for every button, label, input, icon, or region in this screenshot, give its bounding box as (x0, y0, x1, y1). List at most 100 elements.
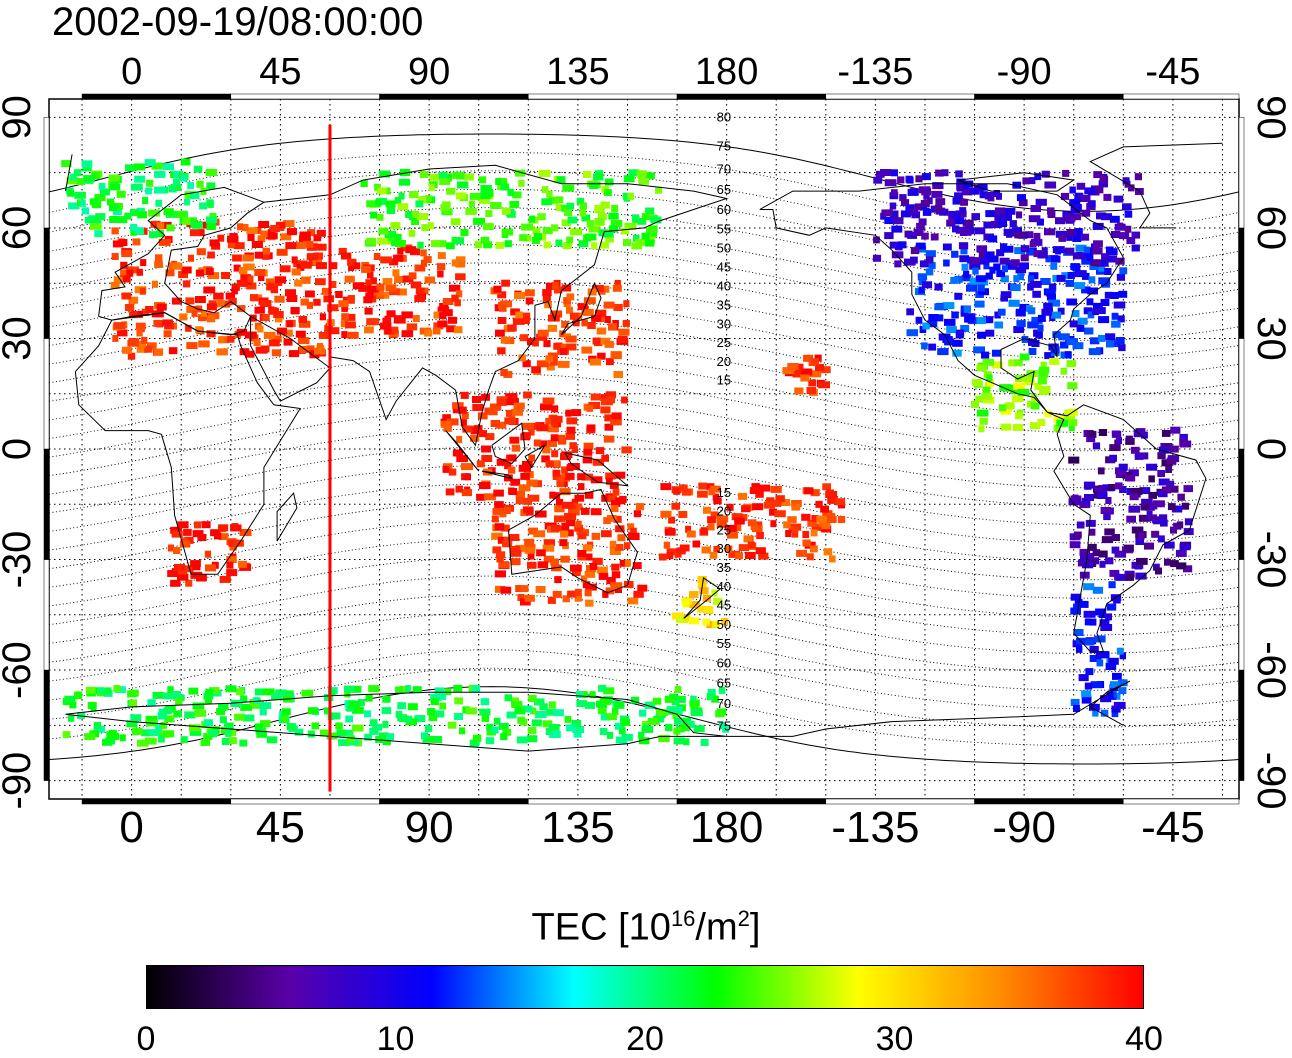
tec-cell-north-america (1092, 302, 1103, 310)
tec-cell-europe (245, 350, 255, 358)
tec-cell-antarctica (148, 729, 160, 737)
tec-cell-canada (1101, 253, 1110, 261)
tec-cell-north-america (952, 339, 963, 347)
tec-cell-north-america (952, 349, 962, 357)
tec-cell-central-asia (353, 262, 361, 270)
tec-cell-australia (517, 594, 525, 601)
tec-cell-south-africa (174, 563, 185, 571)
tec-cell-siberia (621, 227, 630, 235)
tec-cell-north-america (906, 329, 918, 337)
tec-cell-australia (605, 587, 615, 595)
tec-cell-east-asia (566, 343, 577, 351)
tec-cell-australia (561, 523, 570, 530)
tec-cell-australia (582, 544, 593, 552)
tec-cell-antarctica (612, 708, 619, 715)
tec-cell-south-america (1158, 478, 1170, 486)
tec-cell-pacific-islands (734, 517, 745, 525)
tec-cell-canada (932, 182, 944, 190)
tec-cell-south-america (1092, 442, 1101, 450)
tec-cell-canada (1072, 252, 1080, 260)
tec-cell-canada (948, 217, 959, 225)
tec-cell-antarctica (465, 707, 477, 715)
tec-cell-siberia (490, 202, 502, 209)
tec-cell-australia (515, 585, 523, 592)
tec-cell-pacific-islands (710, 511, 719, 519)
tec-cell-siberia (478, 196, 490, 204)
tec-cell-south-america (1109, 454, 1117, 462)
tec-cell-southeast-asia (569, 442, 577, 450)
tec-cell-north-america (1050, 346, 1060, 354)
tec-cell-central-asia (455, 290, 463, 298)
tec-cell-canada (999, 257, 1010, 265)
tec-cell-southeast-asia (510, 478, 521, 486)
contour-label: 65 (717, 675, 731, 690)
tec-cell-north-america (973, 346, 985, 354)
tec-cell-new-zealand (689, 617, 700, 625)
tec-cell-antarctica (424, 725, 433, 733)
tec-cell-southeast-asia (528, 454, 536, 462)
tec-cell-antarctica (405, 685, 411, 693)
contour-label: 25 (717, 335, 731, 350)
tec-cell-europe (179, 313, 188, 321)
tec-cell-antarctica (225, 685, 237, 693)
tec-cell-southeast-asia (481, 393, 490, 401)
tec-cell-antarctica (722, 725, 730, 733)
tec-cell-central-asia (361, 265, 371, 273)
tec-cell-east-asia (566, 306, 573, 314)
tec-cell-siberia (594, 218, 605, 226)
tec-cell-southeast-asia (566, 417, 578, 425)
tec-cell-europe (163, 330, 172, 338)
tec-cell-southeast-asia (551, 450, 559, 458)
tec-cell-hawaii (800, 374, 810, 382)
tec-cell-australia (627, 523, 635, 531)
tec-cell-antarctica (546, 708, 556, 716)
tec-cell-australia (547, 596, 556, 604)
tec-cell-canada (962, 228, 972, 236)
tec-cell-north-america (928, 343, 937, 351)
tec-cell-north-europe (142, 197, 149, 205)
tec-cell-canada (1069, 199, 1081, 207)
tec-cell-central-asia (364, 307, 373, 315)
tec-cell-australia (624, 559, 631, 567)
tec-cell-north-america (1118, 290, 1128, 298)
tec-cell-siberia (583, 234, 592, 242)
tec-cell-europe (225, 292, 235, 300)
tec-cell-southeast-asia (523, 391, 532, 399)
tec-cell-southeast-asia (508, 488, 518, 495)
tec-cell-north-america (993, 263, 1001, 271)
tec-cell-southeast-asia (448, 468, 457, 476)
tec-cell-siberia (431, 240, 440, 248)
tec-cell-north-america (1045, 289, 1056, 297)
tec-cell-europe (291, 256, 298, 264)
tec-cell-europe (228, 297, 237, 305)
tec-cell-antarctica (471, 685, 481, 693)
tec-cell-south-africa (238, 560, 247, 568)
tec-cell-southeast-asia (490, 420, 500, 427)
tec-cell-east-asia (587, 322, 596, 329)
tec-cell-europe (233, 242, 245, 250)
tec-cell-siberia (624, 222, 637, 230)
tec-cell-southeast-asia (461, 463, 473, 471)
tec-cell-canada (979, 257, 989, 265)
tec-cell-north-america (1015, 309, 1026, 317)
tec-cell-europe (300, 261, 312, 269)
tec-cell-pacific-islands (679, 544, 690, 552)
tec-cell-south-america-south (1070, 593, 1082, 601)
tec-cell-canada (969, 187, 980, 195)
tec-cell-australia (520, 585, 529, 593)
tec-cell-central-asia (397, 247, 404, 255)
tec-cell-australia (535, 510, 547, 518)
tec-cell-europe (206, 303, 217, 311)
tec-cell-north-europe (146, 179, 154, 187)
tec-cell-australia (627, 597, 639, 605)
tec-cell-australia (567, 590, 577, 598)
tec-cell-north-america (922, 322, 930, 330)
tec-cell-central-asia (393, 254, 404, 262)
tec-cell-north-america (1116, 273, 1125, 281)
tec-cell-southeast-asia (461, 412, 469, 419)
axis-ticks: 0045459090135135180180-135-135-90-90-45-… (0, 51, 1292, 852)
tec-cell-north-america (1057, 307, 1065, 315)
tec-cell-north-america (1115, 337, 1125, 344)
tec-cell-antarctica (434, 710, 445, 718)
tec-cell-east-asia (515, 311, 523, 319)
